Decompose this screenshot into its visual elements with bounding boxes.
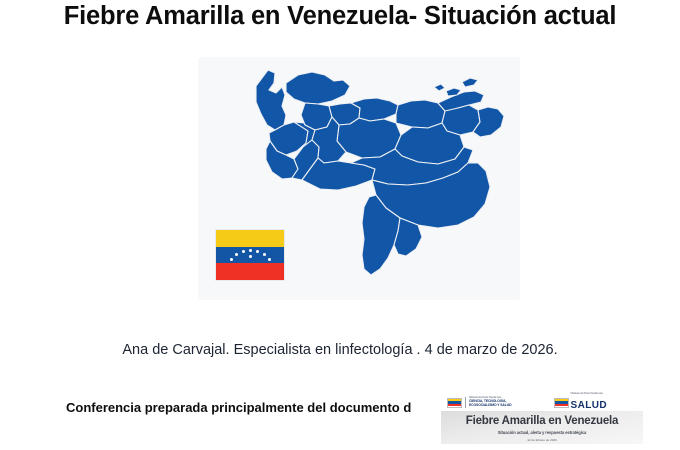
flag-star [249, 254, 253, 259]
document-date: 12 de febrero de 2026 [527, 437, 557, 442]
flag-star [235, 252, 239, 257]
flag-band-red [216, 263, 284, 280]
flag-star [256, 249, 260, 254]
ministry-line-2: CIENCIA, TECNOLOGÍA, [469, 398, 507, 403]
flag-band-yellow [216, 230, 284, 247]
document-header: Ministerio del Poder Popular para CIENCI… [441, 392, 643, 411]
flag-star [249, 248, 253, 253]
venezuela-map-icon [255, 69, 505, 276]
salud-logo-text-group: Ministerio del Poder Popular para SALUD [571, 392, 607, 413]
flag-star [263, 252, 267, 257]
document-title: Fiebre Amarilla en Venezuela [465, 415, 619, 427]
flag-band-blue [216, 246, 284, 264]
ministry-label: Ministerio del Poder Popular para CIENCI… [465, 396, 512, 408]
map-card [198, 57, 520, 300]
footer-note: Conferencia preparada principalmente del… [66, 400, 412, 415]
salud-label: SALUD [570, 400, 607, 411]
document-subtitle: Situación actual, alerta y respuesta est… [497, 429, 587, 435]
document-cover-body: Fiebre Amarilla en Venezuela Situación a… [441, 411, 643, 444]
salud-logo: Ministerio del Poder Popular para SALUD [553, 392, 607, 413]
mini-venezuela-flag-icon [447, 397, 462, 408]
venezuela-flag-icon [215, 229, 285, 281]
flag-star [268, 257, 272, 262]
page-title: Fiebre Amarilla en Venezuela- Situación … [63, 2, 617, 30]
mini-venezuela-flag-icon-2 [553, 397, 569, 408]
salud-sup: Ministerio del Poder Popular para [570, 392, 603, 395]
author-byline: Ana de Carvajal. Especialista en linfect… [122, 342, 558, 358]
ministry-line-3: ECOSOCIALISMO Y SALUD [469, 402, 512, 407]
flag-star [242, 249, 246, 254]
flag-star [230, 257, 234, 262]
ministry-sup: Ministerio del Poder Popular para [469, 396, 502, 400]
document-thumbnail-overlay[interactable]: Ministerio del Poder Popular para CIENCI… [441, 392, 643, 444]
